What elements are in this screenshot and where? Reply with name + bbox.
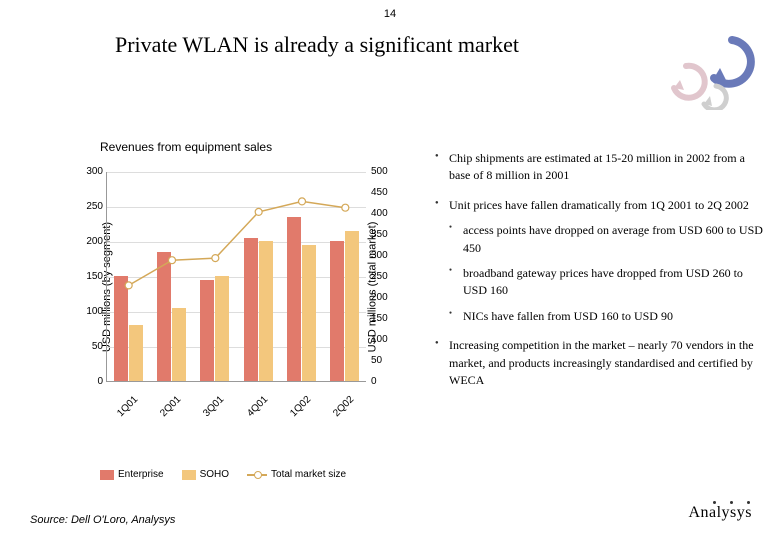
y-left-tick: 50 xyxy=(73,341,103,352)
source-note: Source: Dell O'Loro, Analysys xyxy=(30,514,175,526)
bullet-item: Increasing competition in the market – n… xyxy=(435,337,765,389)
legend-soho: SOHO xyxy=(182,469,229,480)
x-tick-label: 2Q02 xyxy=(331,394,356,419)
y-left-tick: 150 xyxy=(73,271,103,282)
x-tick-label: 1Q02 xyxy=(288,394,313,419)
y-right-tick: 0 xyxy=(371,376,401,387)
y-right-tick: 250 xyxy=(371,271,401,282)
x-tick-label: 3Q01 xyxy=(201,394,226,419)
brand-logo: Analysys xyxy=(688,504,752,522)
slide-title: Private WLAN is already a significant ma… xyxy=(115,32,519,58)
sub-bullet-item: NICs have fallen from USD 160 to USD 90 xyxy=(449,308,765,325)
legend-enterprise: Enterprise xyxy=(100,469,164,480)
x-tick-label: 4Q01 xyxy=(245,394,270,419)
sub-bullet-item: access points have dropped on average fr… xyxy=(449,222,765,257)
y-right-tick: 100 xyxy=(371,334,401,345)
legend-total: Total market size xyxy=(247,469,346,480)
legend-line-total xyxy=(247,474,267,476)
y-right-label: USD millions (total market) xyxy=(367,222,379,353)
y-left-tick: 300 xyxy=(73,166,103,177)
legend-swatch-soho xyxy=(182,470,196,480)
bullet-list: Chip shipments are estimated at 15-20 mi… xyxy=(435,150,765,401)
y-left-tick: 250 xyxy=(73,201,103,212)
y-right-tick: 450 xyxy=(371,187,401,198)
y-right-tick: 50 xyxy=(371,355,401,366)
y-right-tick: 300 xyxy=(371,250,401,261)
y-right-tick: 350 xyxy=(371,229,401,240)
legend-label-enterprise: Enterprise xyxy=(118,469,164,480)
x-tick-label: 2Q01 xyxy=(158,394,183,419)
y-left-tick: 200 xyxy=(73,236,103,247)
legend-label-soho: SOHO xyxy=(200,469,229,480)
y-right-tick: 200 xyxy=(371,292,401,303)
y-left-tick: 100 xyxy=(73,306,103,317)
y-right-tick: 150 xyxy=(371,313,401,324)
chart-container: Revenues from equipment sales USD millio… xyxy=(40,140,410,480)
legend-swatch-enterprise xyxy=(100,470,114,480)
chart-legend: Enterprise SOHO Total market size xyxy=(100,469,346,480)
page-number: 14 xyxy=(384,8,396,20)
chart-box: USD millions (by segment) USD millions (… xyxy=(70,172,410,402)
y-right-tick: 400 xyxy=(371,208,401,219)
line-series xyxy=(107,172,367,382)
y-left-tick: 0 xyxy=(73,376,103,387)
bullet-item: Unit prices have fallen dramatically fro… xyxy=(435,197,765,325)
y-right-tick: 500 xyxy=(371,166,401,177)
x-tick-label: 1Q01 xyxy=(115,394,140,419)
bullet-item: Chip shipments are estimated at 15-20 mi… xyxy=(435,150,765,185)
legend-label-total: Total market size xyxy=(271,469,346,480)
chart-title: Revenues from equipment sales xyxy=(100,140,410,154)
swirl-graphic xyxy=(660,30,760,110)
sub-bullet-item: broadband gateway prices have dropped fr… xyxy=(449,265,765,300)
plot-area: 0501001502002503000501001502002503003504… xyxy=(106,172,366,382)
